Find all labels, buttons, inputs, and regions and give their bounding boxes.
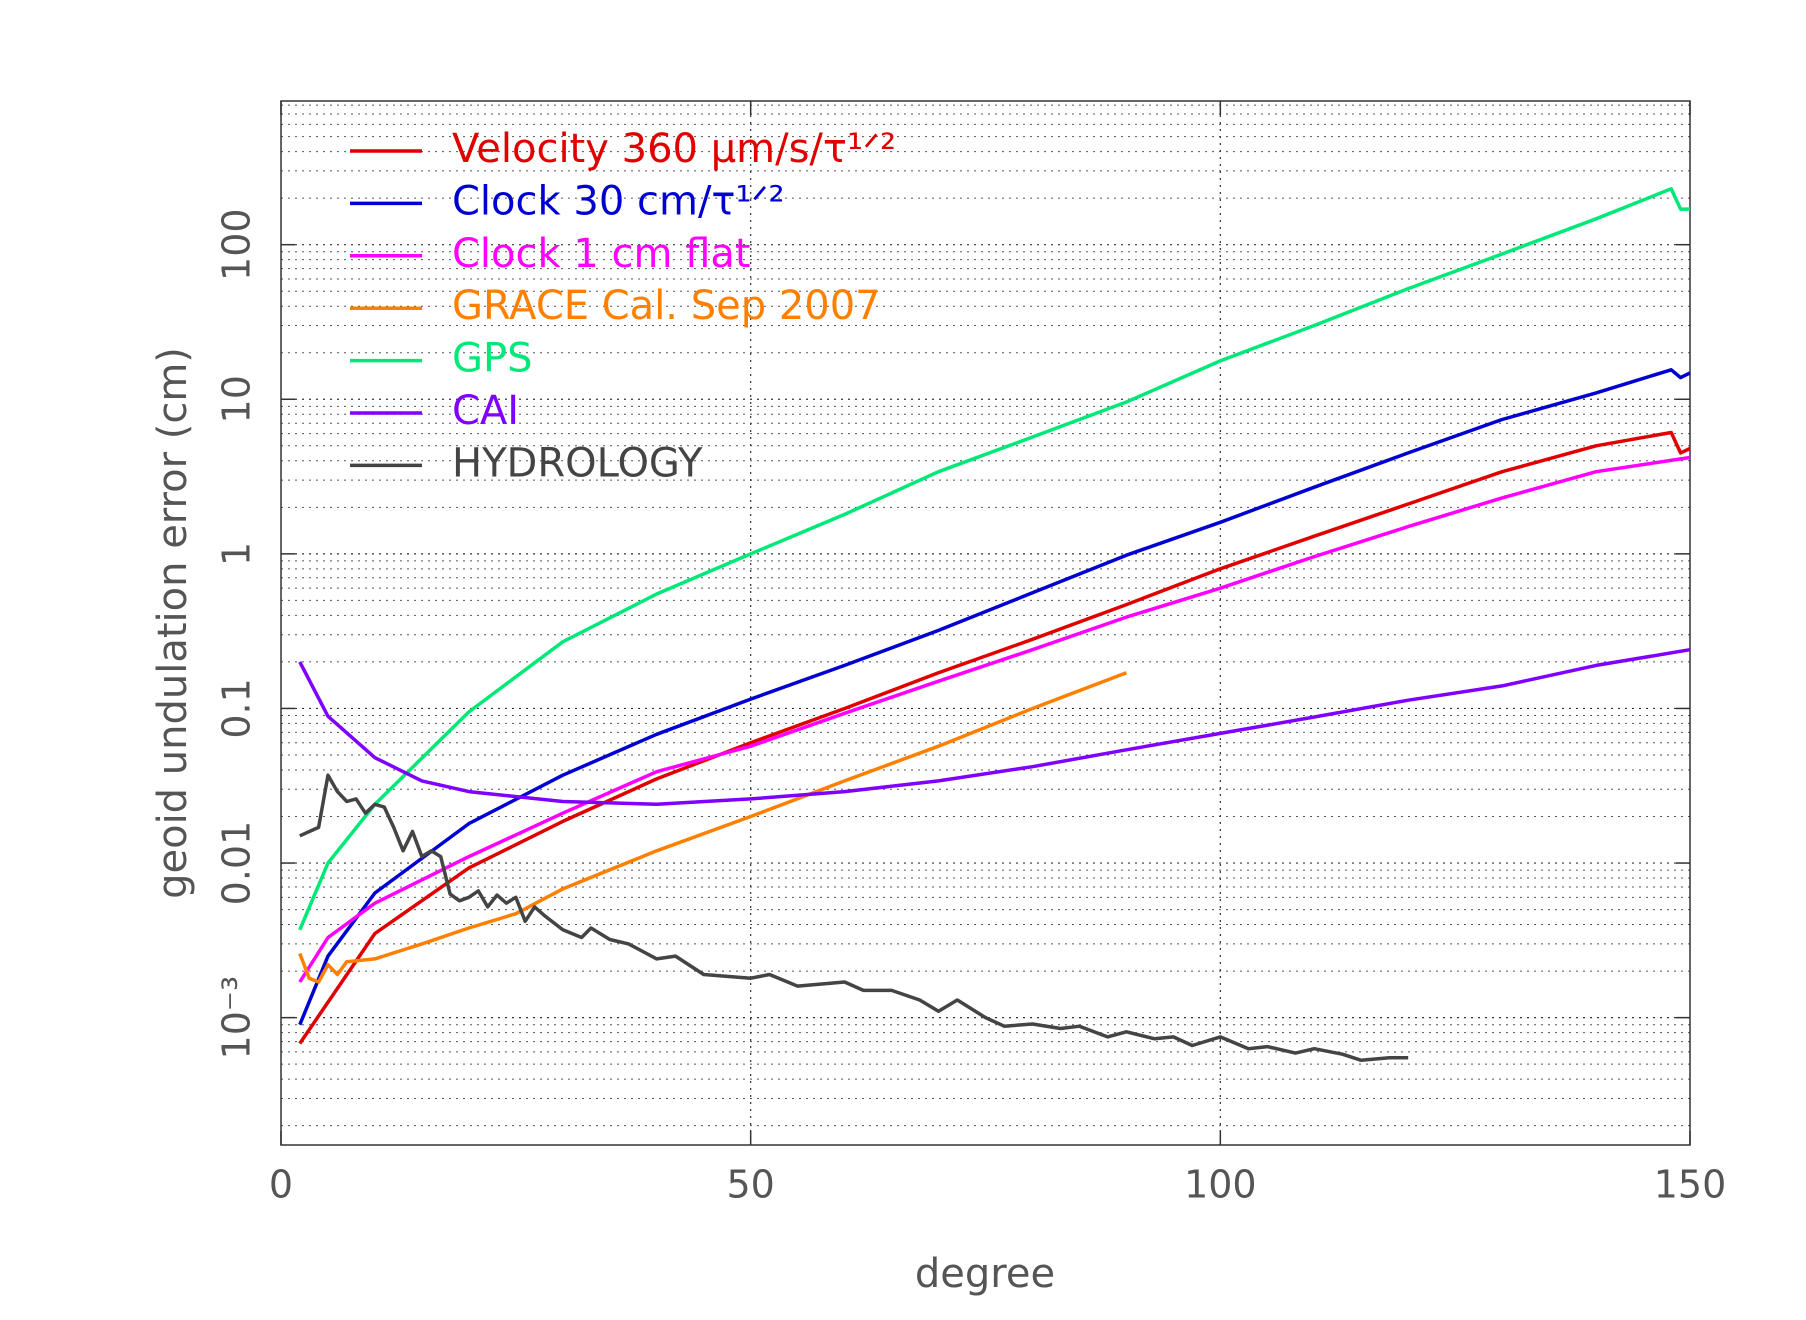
legend-label: CAI <box>452 388 519 434</box>
x-tick-label: 150 <box>1654 1163 1727 1207</box>
series-line <box>299 773 1409 1063</box>
y-tick-label: 10⁻³ <box>215 976 259 1060</box>
legend-label: GPS <box>452 336 533 382</box>
legend-label: HYDROLOGY <box>452 440 703 486</box>
series-line <box>298 647 1691 807</box>
y-tick-label: 1 <box>215 542 259 566</box>
series-line <box>298 671 1128 984</box>
x-axis-label: degree <box>915 1251 1055 1297</box>
plot-frame <box>280 100 1691 1146</box>
x-tick-label: 0 <box>269 1163 293 1207</box>
y-tick-label: 0.01 <box>215 821 259 906</box>
y-axis-label: geoid undulation error (cm) <box>150 347 196 899</box>
y-tick-label: 100 <box>215 208 259 281</box>
series-line <box>298 455 1691 983</box>
series-line <box>298 187 1690 931</box>
x-tick-label: 50 <box>726 1163 774 1207</box>
legend-label: Clock 1 cm flat <box>452 231 751 277</box>
series-line <box>298 368 1691 1026</box>
legend-label: Velocity 360 μm/s/τ¹ᐟ² <box>452 126 896 172</box>
legend-label: GRACE Cal. Sep 2007 <box>452 283 881 329</box>
x-tick-label: 100 <box>1184 1163 1257 1207</box>
y-tick-label: 10 <box>215 375 259 423</box>
legend-label: Clock 30 cm/τ¹ᐟ² <box>452 178 785 224</box>
series-line <box>298 430 1691 1045</box>
y-tick-label: 0.1 <box>215 678 259 738</box>
